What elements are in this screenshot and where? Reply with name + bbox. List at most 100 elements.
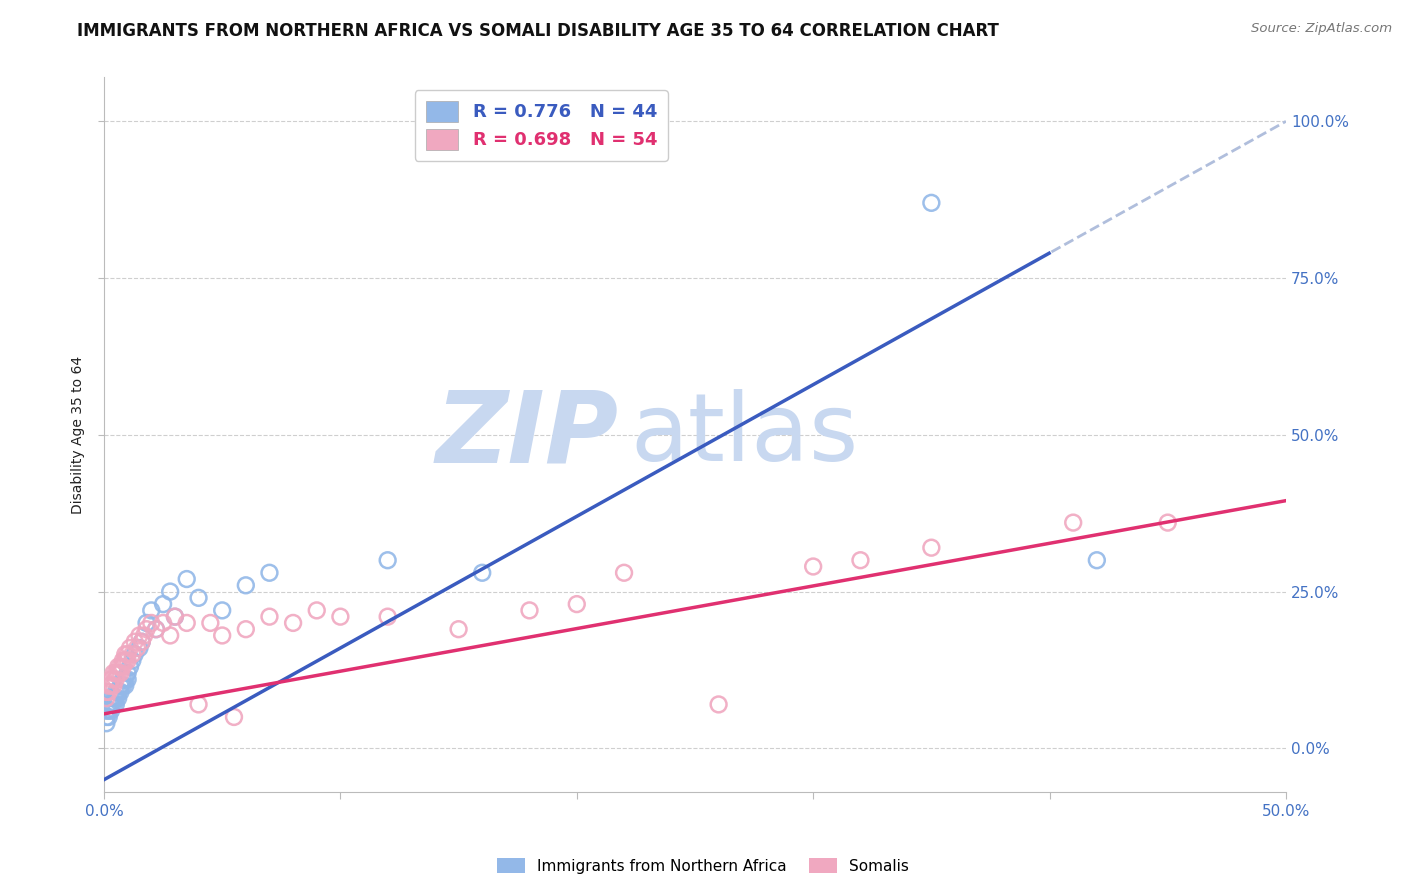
Point (100, 673, 122, 687)
Point (211, 603, 233, 617)
Point (471, 566, 494, 580)
Point (235, 622, 257, 636)
Point (849, 553, 872, 567)
Point (111, 673, 134, 687)
Point (145, 622, 167, 636)
Point (127, 640, 149, 655)
Point (100, 691, 122, 706)
Text: Source: ZipAtlas.com: Source: ZipAtlas.com (1251, 22, 1392, 36)
Point (100, 704, 122, 718)
Point (107, 685, 129, 699)
Point (96, 704, 118, 718)
Point (110, 660, 132, 674)
Point (211, 628, 233, 642)
Point (176, 615, 198, 630)
Point (131, 634, 153, 648)
Point (128, 640, 150, 655)
Point (134, 628, 156, 642)
Point (163, 609, 186, 624)
Point (103, 679, 125, 693)
Point (117, 673, 139, 687)
Text: atlas: atlas (630, 389, 858, 481)
Text: ZIP: ZIP (434, 386, 619, 483)
Point (97, 685, 120, 699)
Point (110, 685, 132, 699)
Point (117, 647, 139, 661)
Point (97, 710, 120, 724)
Point (121, 654, 143, 668)
Y-axis label: Disability Age 35 to 64: Disability Age 35 to 64 (72, 356, 86, 514)
Point (107, 666, 129, 681)
Point (1157, 516, 1180, 530)
Point (801, 559, 824, 574)
Point (131, 634, 153, 648)
Point (114, 679, 136, 693)
Point (104, 673, 127, 687)
Point (128, 628, 150, 642)
Point (920, 541, 942, 555)
Point (222, 710, 245, 724)
Point (114, 647, 136, 661)
Point (117, 666, 139, 681)
Point (111, 679, 134, 693)
Point (96, 691, 118, 706)
Legend: Immigrants from Northern Africa, Somalis: Immigrants from Northern Africa, Somalis (491, 852, 915, 880)
Point (519, 603, 541, 617)
Legend: R = 0.776   N = 44, R = 0.698   N = 54: R = 0.776 N = 44, R = 0.698 N = 54 (415, 90, 668, 161)
Point (259, 566, 281, 580)
Point (281, 615, 304, 630)
Point (117, 654, 139, 668)
Point (187, 698, 209, 712)
Point (152, 597, 174, 611)
Point (124, 647, 146, 661)
Point (187, 591, 209, 605)
Point (118, 660, 141, 674)
Point (1062, 516, 1084, 530)
Point (97, 698, 120, 712)
Point (103, 666, 125, 681)
Point (96, 685, 118, 699)
Point (107, 660, 129, 674)
Point (110, 666, 132, 681)
Point (163, 609, 186, 624)
Point (97, 679, 120, 693)
Point (329, 609, 352, 624)
Point (377, 609, 399, 624)
Point (235, 578, 257, 592)
Point (121, 647, 143, 661)
Point (103, 698, 125, 712)
Point (200, 615, 222, 630)
Point (152, 615, 174, 630)
Point (97, 704, 120, 718)
Point (107, 691, 129, 706)
Point (613, 566, 636, 580)
Point (124, 634, 146, 648)
Point (104, 691, 127, 706)
Point (707, 698, 730, 712)
Point (111, 660, 134, 674)
Point (114, 673, 136, 687)
Point (118, 640, 141, 655)
Point (111, 654, 134, 668)
Point (104, 685, 127, 699)
Point (305, 603, 328, 617)
Point (141, 603, 163, 617)
Point (100, 698, 122, 712)
Text: IMMIGRANTS FROM NORTHERN AFRICA VS SOMALI DISABILITY AGE 35 TO 64 CORRELATION CH: IMMIGRANTS FROM NORTHERN AFRICA VS SOMAL… (77, 22, 1000, 40)
Point (104, 698, 127, 712)
Point (1085, 553, 1108, 567)
Point (565, 597, 588, 611)
Point (96, 716, 118, 731)
Point (259, 609, 281, 624)
Point (447, 622, 470, 636)
Point (114, 654, 136, 668)
Point (135, 622, 157, 636)
Point (100, 679, 122, 693)
Point (96, 710, 118, 724)
Point (176, 572, 198, 586)
Point (145, 622, 167, 636)
Point (377, 553, 399, 567)
Point (159, 584, 181, 599)
Point (141, 615, 163, 630)
Point (159, 628, 181, 642)
